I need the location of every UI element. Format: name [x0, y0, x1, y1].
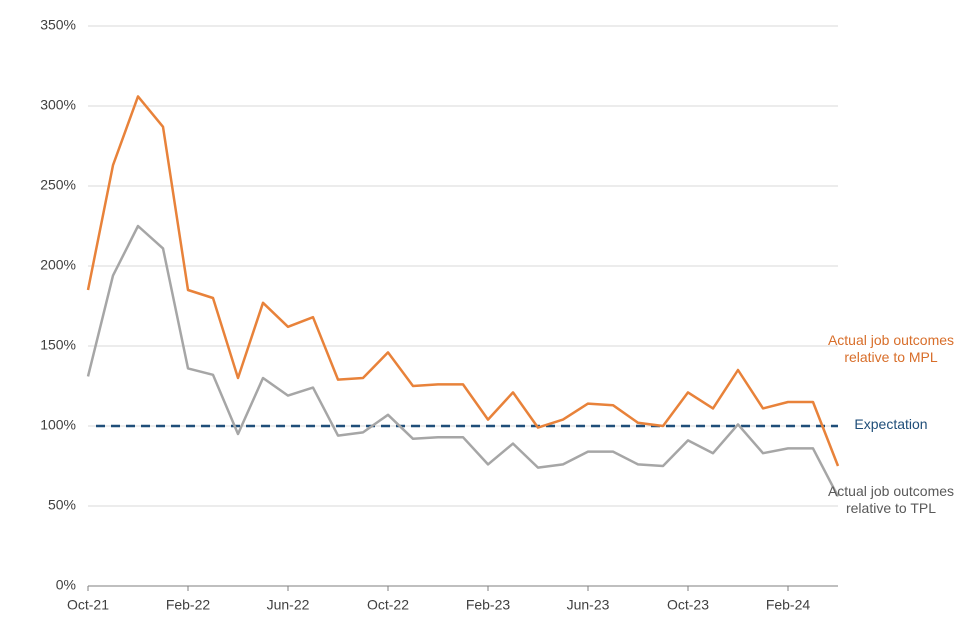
x-tick-label: Jun-23: [567, 597, 610, 613]
y-tick-label: 200%: [40, 257, 76, 273]
y-tick-label: 350%: [40, 17, 76, 33]
y-tick-label: 300%: [40, 97, 76, 113]
y-tick-label: 100%: [40, 417, 76, 433]
series-label: Actual job outcomes relative to TPL: [827, 483, 955, 516]
x-tick-label: Feb-22: [166, 597, 211, 613]
x-tick-label: Feb-23: [466, 597, 511, 613]
x-tick-label: Jun-22: [267, 597, 310, 613]
x-tick-label: Oct-22: [367, 597, 409, 613]
series-line: [86, 95, 840, 467]
series-line: [86, 224, 840, 497]
y-tick-label: 150%: [40, 337, 76, 353]
y-tick-label: 250%: [40, 177, 76, 193]
x-tick-label: Oct-23: [667, 597, 709, 613]
y-tick-label: 0%: [56, 577, 76, 593]
series-label: Expectation: [854, 416, 928, 432]
series-label: Actual job outcomes relative to MPL: [827, 332, 955, 365]
x-tick-label: Feb-24: [766, 597, 811, 613]
x-tick-label: Oct-21: [67, 597, 109, 613]
y-tick-label: 50%: [48, 497, 76, 513]
